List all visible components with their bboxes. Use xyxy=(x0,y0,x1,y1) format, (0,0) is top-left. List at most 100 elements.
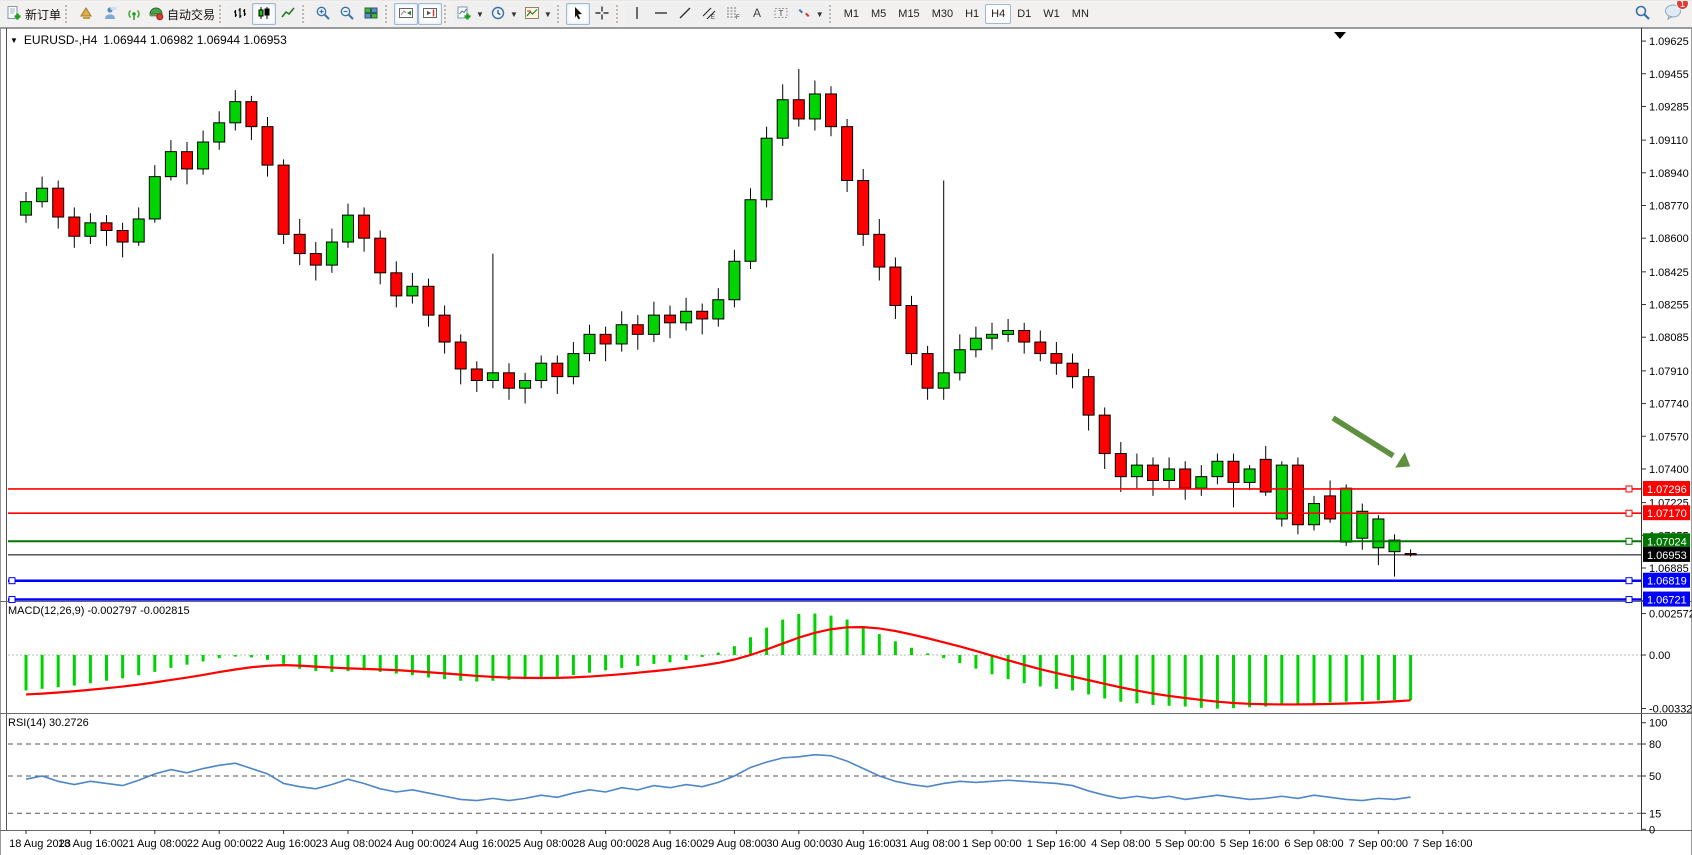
fibonacci-button[interactable]: F xyxy=(720,3,745,25)
rsi-tick-label: 50 xyxy=(1649,771,1661,783)
dropdown-caret: ▼ xyxy=(543,9,552,19)
timeframe-button-H4[interactable]: H4 xyxy=(985,4,1012,24)
candle xyxy=(905,305,918,355)
candle xyxy=(567,353,580,378)
time-tick-label: 7 Sep 16:00 xyxy=(1413,838,1472,850)
price-level-badge xyxy=(1643,572,1690,588)
text-button[interactable]: A xyxy=(744,3,769,25)
indicators-icon xyxy=(456,5,472,24)
timeframe-button-MN[interactable]: MN xyxy=(1071,8,1089,20)
periods-button[interactable]: ▼ xyxy=(486,3,521,25)
timeframe-button-H1[interactable]: H1 xyxy=(965,8,980,20)
metaeditor-button[interactable] xyxy=(74,3,98,25)
indicators-button[interactable]: ▼ xyxy=(453,3,487,25)
candle xyxy=(84,222,97,237)
templates-icon xyxy=(524,5,540,24)
time-tick-label: 4 Sep 08:00 xyxy=(1091,838,1150,850)
macd-histogram xyxy=(24,613,1413,709)
templates-button[interactable]: ▼ xyxy=(520,3,555,25)
auto-scroll-button[interactable] xyxy=(394,3,419,25)
candle xyxy=(937,372,950,389)
timeframe-button-M1[interactable]: M1 xyxy=(843,8,859,20)
new-order-icon xyxy=(6,5,22,24)
toolbar-right: 1 xyxy=(1630,1,1689,25)
chat-icon xyxy=(1664,4,1682,24)
time-tick-label: 5 Sep 16:00 xyxy=(1220,838,1279,850)
time-tick-label: 28 Aug 16:00 xyxy=(638,838,703,850)
time-tick-label: 6 Sep 08:00 xyxy=(1284,838,1343,850)
chat-notification-badge: 1 xyxy=(1676,1,1689,10)
price-level-badge-label: 1.06721 xyxy=(1647,595,1687,607)
crosshair-icon xyxy=(594,5,610,24)
toolbar-grip xyxy=(444,5,449,23)
chart-title-collapse-icon[interactable]: ▼ xyxy=(10,35,18,45)
time-tick-label: 29 Aug 08:00 xyxy=(702,838,767,850)
candle xyxy=(1308,503,1320,526)
chart-region[interactable]: 1.09625 1.09455 1.09285 1.09110 1.08940 1.087… xyxy=(0,28,1692,855)
line-chart-icon xyxy=(280,5,296,24)
candle xyxy=(599,333,612,345)
candle xyxy=(486,372,499,381)
zoom-out-button[interactable] xyxy=(335,3,360,25)
candle xyxy=(213,122,226,143)
search-button[interactable] xyxy=(1630,3,1654,25)
candle xyxy=(1275,464,1288,520)
bar-chart-button[interactable] xyxy=(228,3,253,25)
level-handle xyxy=(1625,509,1633,517)
candle xyxy=(116,230,129,243)
candle xyxy=(1018,330,1031,343)
mql5-community-button[interactable] xyxy=(98,3,122,25)
price-level-badge-label: 1.06819 xyxy=(1647,576,1687,588)
crosshair-button[interactable] xyxy=(589,3,614,25)
vertical-line-icon xyxy=(629,5,645,24)
fibonacci-icon: F xyxy=(725,5,741,24)
equidistant-channel-button[interactable]: E xyxy=(696,3,721,25)
candle xyxy=(921,353,934,389)
tile-windows-button[interactable] xyxy=(359,3,384,25)
arrows-button[interactable]: ▼ xyxy=(792,3,827,25)
chart-shift-marker xyxy=(1334,32,1346,39)
candlestick-chart-button[interactable] xyxy=(252,3,277,25)
candle xyxy=(100,222,113,232)
autotrading-button[interactable]: 自动交易 xyxy=(146,3,217,25)
chat-button[interactable]: 1 xyxy=(1664,1,1689,25)
macd-tick-label: 0.00 xyxy=(1649,650,1670,662)
price-level-badge xyxy=(1643,480,1690,496)
time-tick-label: 24 Aug 00:00 xyxy=(380,838,445,850)
line-chart-button[interactable] xyxy=(276,3,301,25)
candle xyxy=(953,349,966,374)
rsi-tick-label: 80 xyxy=(1649,739,1661,751)
timeframe-button-M15[interactable]: M15 xyxy=(898,8,920,20)
mql5-community-icon xyxy=(102,5,118,24)
price-level-badge xyxy=(1643,591,1690,607)
candle xyxy=(1082,376,1095,416)
horizontal-line-button[interactable] xyxy=(648,3,673,25)
timeframe-button-W1[interactable]: W1 xyxy=(1043,8,1060,20)
candle xyxy=(969,337,982,351)
signals-button[interactable] xyxy=(122,3,146,25)
timeframe-button-M30[interactable]: M30 xyxy=(931,8,954,20)
vertical-line-button[interactable] xyxy=(624,3,649,25)
price-tick-label: 1.07910 xyxy=(1649,366,1689,378)
dropdown-caret: ▼ xyxy=(476,9,484,19)
candle xyxy=(1195,476,1208,489)
price-tick-label: 1.09110 xyxy=(1649,135,1688,147)
candle xyxy=(148,176,161,220)
price-level-badge-label: 1.07024 xyxy=(1647,536,1687,548)
dropdown-caret: ▼ xyxy=(815,9,824,19)
text-label-button[interactable]: T xyxy=(768,3,793,25)
chart-canvas[interactable]: 1.09625 1.09455 1.09285 1.09110 1.08940 1.087… xyxy=(0,28,1692,855)
zoom-in-button[interactable] xyxy=(311,3,336,25)
new-order-button[interactable]: 新订单 xyxy=(4,3,63,25)
timeframe-button-M5[interactable]: M5 xyxy=(871,8,887,20)
rsi-tick-label: 0 xyxy=(1649,824,1655,836)
trendline-button[interactable] xyxy=(672,3,697,25)
candle xyxy=(1147,464,1159,482)
toolbar-grip xyxy=(828,5,834,23)
timeframe-button-D1[interactable]: D1 xyxy=(1017,8,1032,20)
chart-shift-button[interactable] xyxy=(418,3,443,25)
candle xyxy=(1291,464,1304,526)
candle xyxy=(535,362,548,382)
cursor-button[interactable] xyxy=(565,3,590,25)
candle xyxy=(841,126,854,181)
